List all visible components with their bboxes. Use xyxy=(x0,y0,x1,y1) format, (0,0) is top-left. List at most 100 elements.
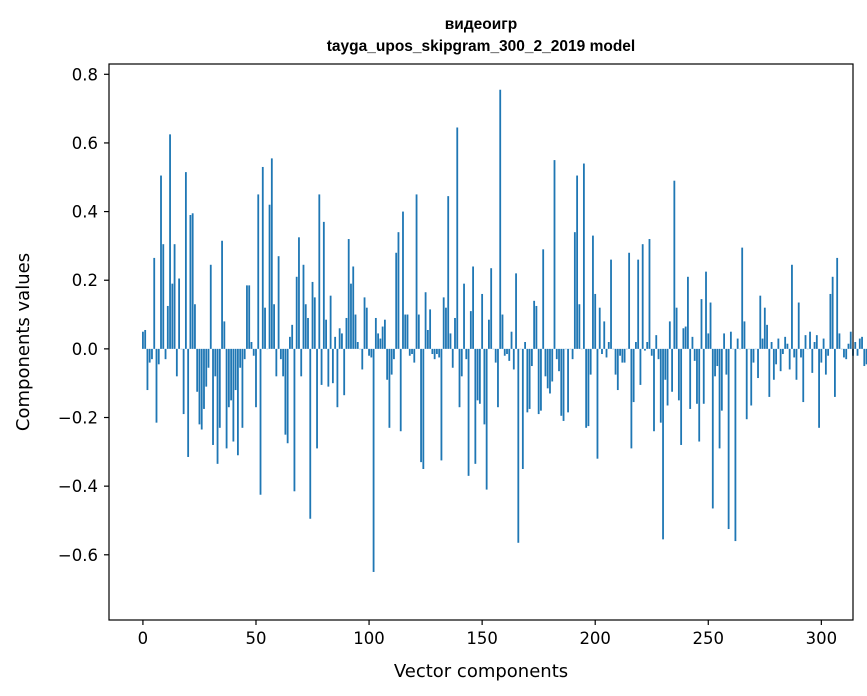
bar xyxy=(485,348,488,490)
bar xyxy=(469,311,472,349)
bar xyxy=(460,348,463,377)
bar xyxy=(365,307,368,349)
bar xyxy=(793,348,796,358)
bar xyxy=(786,343,789,349)
bar xyxy=(530,348,533,367)
bar xyxy=(379,338,382,349)
bar xyxy=(356,342,359,349)
bar xyxy=(293,348,296,492)
bar xyxy=(716,348,719,367)
bar xyxy=(822,338,825,349)
bar xyxy=(524,342,527,349)
bar xyxy=(494,348,497,363)
bar xyxy=(818,348,820,428)
bar xyxy=(639,348,642,385)
bar xyxy=(372,348,375,572)
y-tick-label: 0.0 xyxy=(72,340,98,359)
bar xyxy=(239,348,242,368)
bar xyxy=(458,348,461,408)
bar xyxy=(474,348,477,464)
bar xyxy=(587,348,590,427)
bar xyxy=(693,348,696,361)
plot-frame xyxy=(108,63,854,621)
bar xyxy=(671,348,673,392)
bar xyxy=(589,348,592,375)
bar xyxy=(404,314,407,349)
bar xyxy=(849,331,852,349)
bar xyxy=(684,326,687,349)
bar xyxy=(232,348,235,442)
chart-subtitle: tayga_upos_skipgram_300_2_2019 model xyxy=(327,38,635,55)
bar xyxy=(775,348,778,365)
bar xyxy=(809,331,811,349)
bar xyxy=(641,244,644,349)
bar xyxy=(318,194,321,349)
bar xyxy=(555,348,558,360)
bar xyxy=(585,348,588,428)
bar xyxy=(169,134,171,349)
bar xyxy=(503,348,506,356)
bar xyxy=(578,304,581,349)
bar xyxy=(779,348,782,372)
bar xyxy=(582,163,585,349)
bar xyxy=(653,348,655,432)
bar xyxy=(255,348,257,408)
bar xyxy=(856,348,859,356)
bar xyxy=(160,175,162,349)
bar xyxy=(834,348,836,397)
bar xyxy=(757,348,759,379)
bar xyxy=(551,348,554,382)
bar xyxy=(442,297,445,349)
bar xyxy=(508,348,511,361)
bar xyxy=(478,348,481,404)
y-axis-label: Components values xyxy=(13,253,34,431)
bar xyxy=(537,348,540,415)
bar xyxy=(845,348,848,360)
bar xyxy=(354,314,357,349)
bar xyxy=(628,252,631,349)
x-tick-label: 150 xyxy=(466,629,498,648)
bar xyxy=(836,257,839,349)
bar xyxy=(535,305,538,349)
bar xyxy=(236,348,239,456)
bar xyxy=(424,292,427,349)
bar xyxy=(182,348,185,415)
bar xyxy=(791,264,793,349)
bar xyxy=(605,348,608,358)
bar xyxy=(576,175,579,349)
bar xyxy=(657,348,660,360)
bar xyxy=(861,336,863,349)
bar xyxy=(388,348,391,428)
bar xyxy=(761,338,764,349)
bar xyxy=(166,305,169,349)
bar xyxy=(383,319,386,349)
bar xyxy=(227,348,230,408)
bar xyxy=(345,317,348,349)
bar xyxy=(406,314,409,349)
bar xyxy=(772,348,775,380)
bar xyxy=(682,328,685,349)
bar xyxy=(696,348,698,404)
bar xyxy=(252,348,255,356)
bar xyxy=(155,348,158,423)
bar xyxy=(347,239,350,349)
bar xyxy=(390,348,393,375)
bar xyxy=(689,348,692,409)
bar xyxy=(187,348,190,457)
bar xyxy=(225,348,228,449)
bar xyxy=(218,348,221,428)
bar xyxy=(300,348,303,377)
bar xyxy=(770,342,773,349)
bar xyxy=(745,348,748,420)
bar xyxy=(198,348,201,425)
bar xyxy=(619,348,621,356)
bar xyxy=(184,172,187,349)
bar xyxy=(275,348,278,377)
bar xyxy=(334,336,337,349)
bar xyxy=(399,348,402,432)
bar xyxy=(800,348,802,358)
bar xyxy=(413,348,416,363)
x-tick-label: 300 xyxy=(806,629,838,648)
y-tick-label: 0.4 xyxy=(72,203,98,222)
bar xyxy=(164,348,167,360)
